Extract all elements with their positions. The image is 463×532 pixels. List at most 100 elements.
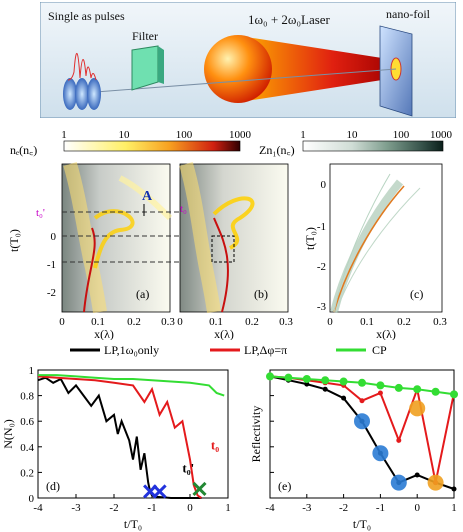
legend-item-green: CP xyxy=(336,343,387,357)
panel-a-ytick-1: -1 xyxy=(47,259,56,271)
schematic-svg: Single as pulses Filter 1ω₀ + 2ω₀Laser n… xyxy=(39,1,457,119)
x-tick-label: -3 xyxy=(71,502,81,514)
target-label: nano-foil xyxy=(386,7,431,21)
panel-c-xtick-1: 0.1 xyxy=(360,316,374,328)
panel-a-xticks: 0 0.1 0.2 0.3 xyxy=(59,316,175,328)
x-tick-label: -2 xyxy=(339,502,348,514)
legend-label-black: LP,1ω₀only xyxy=(104,343,159,357)
y-tick-label: 0.4 xyxy=(20,442,34,454)
highlight-circle xyxy=(390,474,407,491)
colorbar-zn-label: Zn₁(n꜀) xyxy=(259,143,295,157)
colorbar-ne-tick-1: 1 xyxy=(61,129,67,141)
panel-a-xtick-2: 0.2 xyxy=(127,316,141,328)
y-tick-label: 0.2 xyxy=(20,467,34,479)
panel-a-xlabel: x(λ) xyxy=(94,327,114,340)
panel-b-xtick-2: 0.2 xyxy=(245,316,259,328)
laser-label: 1ω₀ + 2ω₀Laser xyxy=(248,12,331,27)
pulse-waveform-icon xyxy=(67,53,97,81)
highlight-circle xyxy=(372,445,389,462)
panel-a-marker: t₀' xyxy=(36,207,45,219)
map-panel-b: t₀ (b) 0 0.1 0.2 0.3 x(λ) xyxy=(177,162,293,341)
panel-b-tag: (b) xyxy=(254,287,268,301)
panel-c-ytick-1: -1 xyxy=(317,221,326,233)
series-point xyxy=(359,398,365,404)
laser-focus-sphere xyxy=(204,35,272,103)
x-tick-label: -1 xyxy=(147,502,156,514)
x-tick-label: 1 xyxy=(225,502,231,514)
chart-e: -4 -3 -2 -1 0 1 t/T₀ Reflectivity (e) xyxy=(249,369,458,531)
colorbar-ne-ticks: 1 10 100 1000 xyxy=(61,129,251,141)
colorbar-zn-gradient xyxy=(302,140,444,152)
panel-a-tag: (a) xyxy=(136,287,149,301)
filter-icon xyxy=(131,45,159,91)
x-tick-label: 1 xyxy=(451,502,457,514)
y-axis-label: Reflectivity xyxy=(249,406,263,463)
panel-tag: (d) xyxy=(46,479,60,493)
panel-b-xtick-0: 0 xyxy=(177,316,183,328)
colorbar-zn: 1 10 100 1000 Zn₁(n꜀) xyxy=(255,126,455,160)
series-point xyxy=(322,386,328,392)
x-tick-label: -4 xyxy=(265,502,275,514)
x-tick-label: -1 xyxy=(376,502,385,514)
panel-c-tag: (c) xyxy=(410,287,423,301)
series-point xyxy=(376,381,385,390)
series-point xyxy=(396,437,402,443)
panel-a-xtick-0: 0 xyxy=(59,316,65,328)
maps-row: t₀' A (a) t(T₀) 0 -1 -2 0 0.1 0.2 0.3 x(… xyxy=(0,158,463,341)
colorbar-ne-tick-1000: 1000 xyxy=(229,129,252,141)
pulse-train-icon xyxy=(63,78,101,110)
panel-c-yticks: 0 -1 -2 -3 xyxy=(317,179,327,313)
colorbar-ne-tick-10: 10 xyxy=(119,129,131,141)
panel-a-ytick-0: 0 xyxy=(51,231,57,243)
panel-b-marker: t₀ xyxy=(180,203,187,215)
map-panel-a: t₀' A (a) t(T₀) 0 -1 -2 0 0.1 0.2 0.3 x(… xyxy=(7,162,244,341)
series-point xyxy=(266,372,274,381)
highlight-circle xyxy=(427,474,444,491)
legend-label-green: CP xyxy=(372,343,387,357)
panel-a-yticks: 0 -1 -2 xyxy=(47,231,57,299)
cross-marker xyxy=(152,484,167,499)
map-ylabel: t(T₀) xyxy=(7,229,21,252)
y-tick-label: 0.8 xyxy=(20,391,34,403)
colorbar-zn-ticks: 1 10 100 1000 xyxy=(300,129,452,141)
series-point xyxy=(341,395,347,401)
series-point xyxy=(339,377,348,386)
legend: LP,1ω₀only LP,Δφ=π CP xyxy=(70,340,460,360)
panel-c-ytick-3: -3 xyxy=(317,301,327,313)
legend-item-red: LP,Δφ=π xyxy=(210,343,287,357)
panel-b-xtick-3: 0.3 xyxy=(279,316,293,328)
y-tick-label: 0.6 xyxy=(20,416,34,428)
highlight-circle xyxy=(354,413,370,430)
panel-tag: (e) xyxy=(278,479,291,493)
series-point xyxy=(450,390,458,399)
x-tick-label: 0 xyxy=(414,502,420,514)
panel-a-xtick-1: 0.1 xyxy=(91,316,105,328)
x-tick-label: -3 xyxy=(302,502,312,514)
laser-beam xyxy=(240,36,395,102)
colorbar-zn-tick-1: 1 xyxy=(300,129,306,141)
panel-c-xlabel: x(λ) xyxy=(376,327,396,340)
panel-a-ytick-2: -2 xyxy=(47,287,56,299)
colorbar-ne-label: nₑ(n꜀) xyxy=(10,143,37,157)
panel-b-xticks: 0 0.1 0.2 0.3 xyxy=(177,316,293,328)
legend-label-red: LP,Δφ=π xyxy=(244,343,287,357)
highlight-circle xyxy=(409,400,426,417)
y-tick-label: 1 xyxy=(29,365,35,377)
series-line xyxy=(37,375,202,499)
series-point xyxy=(321,376,330,385)
series-point xyxy=(304,381,310,387)
y-tick-label: 0 xyxy=(29,493,35,505)
panel-c-ytick-0: 0 xyxy=(321,179,327,191)
colorbar-zn-tick-100: 100 xyxy=(393,129,410,141)
panel-c-xtick-0: 0 xyxy=(327,316,333,328)
source-label: Single as pulses xyxy=(48,9,125,23)
schematic-panel: Single as pulses Filter 1ω₀ + 2ω₀Laser n… xyxy=(39,1,457,119)
series-point xyxy=(413,385,422,394)
x-axis-label: t/T₀ xyxy=(353,517,371,531)
annotation-t0: t₀ xyxy=(211,437,219,452)
panel-c-ytick-2: -2 xyxy=(317,261,326,273)
panel-c-xticks: 0 0.1 0.2 0.3 xyxy=(327,316,447,328)
series-point xyxy=(414,472,420,478)
series-point xyxy=(358,378,366,387)
colorbar-zn-tick-1000: 1000 xyxy=(430,129,453,141)
